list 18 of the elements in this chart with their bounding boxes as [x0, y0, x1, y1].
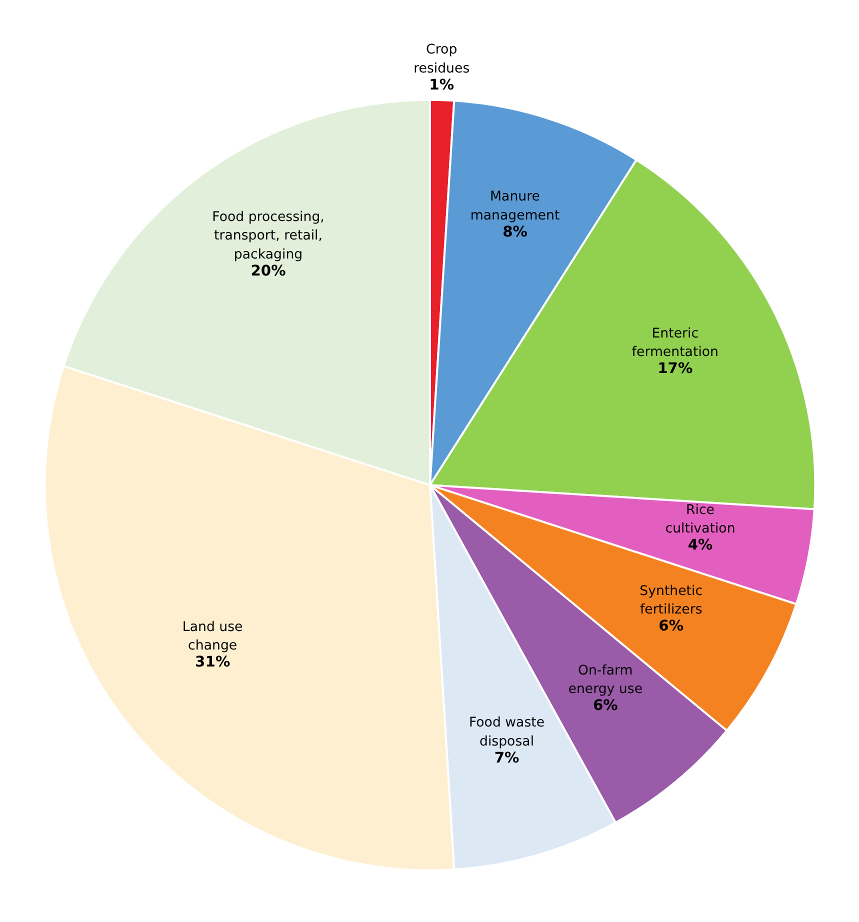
slice-label: Rice cultivation	[665, 502, 736, 537]
slice-label: Food processing, transport, retail, packaging	[212, 210, 324, 262]
data-label: 6%	[658, 618, 684, 635]
data-label: 7%	[494, 749, 520, 766]
slice-label: Manure management	[470, 190, 560, 224]
data-label: 6%	[592, 697, 618, 714]
slice-label: On-farm energy use	[568, 663, 643, 698]
data-label: 4%	[688, 536, 714, 554]
data-label: 1%	[429, 76, 454, 94]
data-label: 8%	[502, 223, 528, 240]
slice-label: Synthetic fertilizers	[640, 584, 703, 618]
slice-label: Land use change	[182, 620, 243, 654]
slice-label: Crop residues	[414, 42, 470, 76]
slice-label: Food waste disposal	[468, 716, 545, 750]
data-label: 20%	[250, 262, 286, 280]
data-label: 17%	[658, 360, 694, 378]
data-label: 31%	[195, 654, 230, 671]
slice-label: Enteric fermentation	[632, 326, 719, 360]
